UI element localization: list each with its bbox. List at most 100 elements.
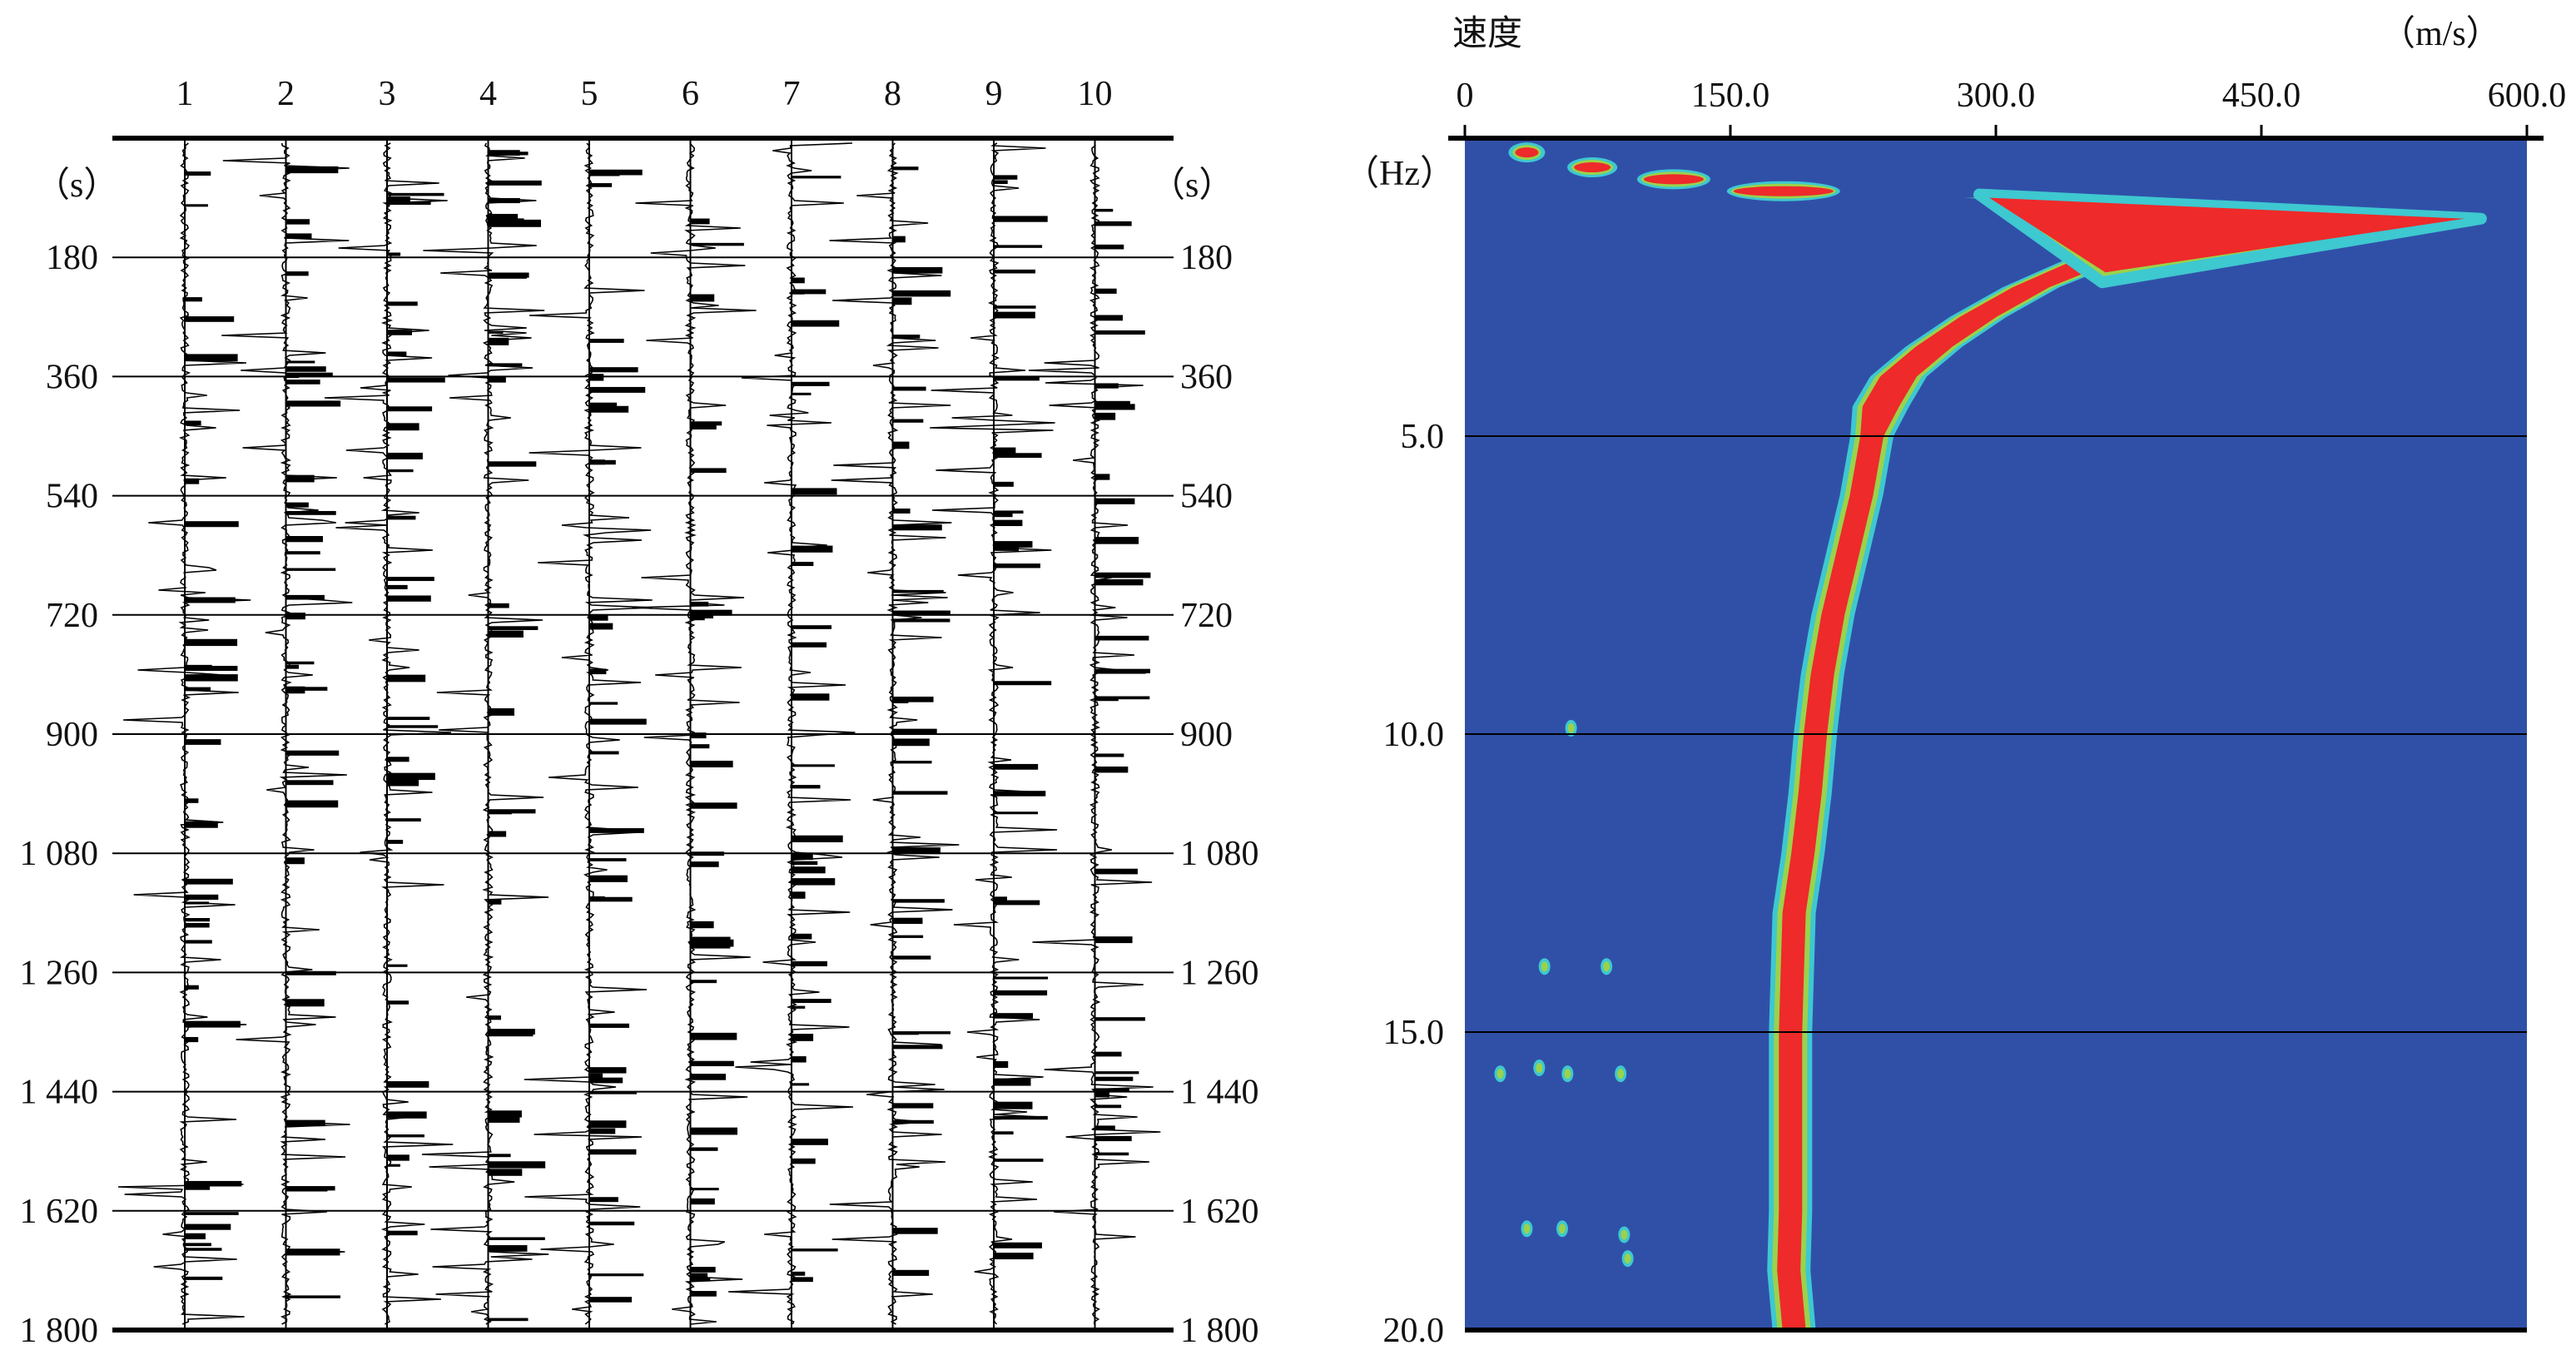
trace-peak (792, 835, 843, 842)
trace-peak (285, 568, 336, 571)
trace-peak (387, 595, 431, 602)
trace-peak (1094, 474, 1110, 480)
trace-peak (285, 166, 339, 174)
trace-peak (690, 1147, 718, 1151)
trace-peak (994, 900, 1040, 906)
velocity-tick-label: 150.0 (1691, 77, 1770, 115)
trace-peak (387, 1081, 429, 1088)
trace-peak (589, 1197, 618, 1203)
trace-peak (1094, 1135, 1132, 1142)
trace-peak (387, 1230, 418, 1236)
trace-peak (589, 374, 604, 381)
trace-peak (994, 510, 1024, 514)
trace-peak (1094, 383, 1119, 389)
trace-peak (488, 180, 542, 186)
trace-peak (994, 519, 1023, 527)
noise-blob (1617, 1069, 1625, 1080)
trace-peak (1094, 753, 1124, 757)
trace-peak (185, 1036, 199, 1043)
trace-peak (792, 1056, 807, 1063)
trace-peak (285, 686, 305, 694)
trace-peak (387, 717, 430, 721)
trace-peak (1094, 635, 1149, 641)
trace-peak (994, 1131, 1014, 1135)
noise-blob (1536, 1062, 1543, 1073)
noise-blob (1621, 1229, 1628, 1240)
trace-peak (488, 272, 527, 279)
time-tick-label-left: 1 620 (20, 1193, 99, 1231)
time-tick-label-left: 540 (46, 478, 98, 516)
energy-blob (1733, 186, 1834, 196)
time-tick-label-right: 1 440 (1180, 1074, 1259, 1112)
trace-peak (387, 840, 404, 844)
trace-peak (589, 718, 647, 725)
trace-peak (892, 236, 906, 243)
trace-peak (589, 751, 619, 755)
trace-peak (1094, 404, 1135, 410)
trace-peak (690, 1291, 717, 1297)
trace-peak (488, 831, 507, 837)
trace-peak (387, 252, 401, 256)
trace-peak (589, 613, 608, 621)
trace-number-axis: 1 2 3 4 5 6 7 8 9 10 (176, 75, 1113, 113)
trace-peak (285, 594, 325, 600)
trace-peak (488, 1161, 546, 1169)
trace-peak (690, 1060, 734, 1067)
trace-peak (892, 1119, 934, 1124)
trace-peak (1094, 1076, 1134, 1081)
trace-peak (690, 943, 731, 949)
trace-peak (589, 1273, 644, 1277)
trace-number-label: 5 (581, 75, 598, 113)
trace-peak (185, 666, 238, 672)
trace-peak (690, 242, 744, 246)
trace-peak (792, 381, 830, 386)
trace-peak (892, 266, 943, 274)
trace-peak (285, 800, 339, 808)
trace-peak (185, 316, 235, 322)
trace-peak (994, 541, 1033, 548)
trace-peak (488, 213, 519, 219)
trace-peak (994, 1060, 1009, 1069)
frequency-axis: 5.0 10.0 15.0 20.0 (1383, 418, 1445, 1350)
trace-peak (994, 269, 1035, 274)
trace-peak (488, 1169, 523, 1176)
trace-peak (690, 1267, 716, 1273)
trace-peak (690, 421, 722, 426)
trace-peak (488, 707, 514, 716)
seismic-trace (829, 142, 960, 1325)
trace-peak (285, 999, 325, 1007)
trace-peak (488, 376, 506, 383)
time-axis-right: 180 360 540 720 900 1 080 1 260 1 440 1 620 1 800 (1180, 239, 1259, 1350)
trace-peak (387, 515, 416, 520)
trace-peak (994, 1242, 1042, 1248)
trace-peak (690, 744, 710, 749)
trace-peak (589, 623, 613, 630)
seismic-traces (117, 138, 1161, 1330)
trace-peak (285, 1250, 340, 1255)
trace-peak (589, 858, 627, 861)
velocity-tick-label: 600.0 (2488, 77, 2567, 115)
trace-peak (285, 474, 315, 483)
trace-peak (690, 1273, 708, 1279)
trace-peak (690, 921, 714, 929)
trace-peak (690, 732, 707, 739)
trace-peak (589, 183, 613, 187)
trace-peak (285, 400, 341, 407)
time-tick-label-left: 1 800 (20, 1312, 99, 1350)
trace-peak (488, 198, 520, 204)
trace-peak (792, 693, 830, 701)
trace-peak (185, 674, 238, 682)
trace-peak (792, 320, 840, 327)
velocity-subtitle: 速度 (1452, 15, 1522, 53)
trace-peak (387, 377, 445, 383)
noise-blob (1523, 1223, 1531, 1234)
trace-number-label: 6 (682, 75, 699, 113)
trace-peak (285, 1295, 340, 1298)
trace-peak (589, 169, 643, 176)
trace-peak (1094, 1017, 1145, 1021)
velocity-tick-label: 450.0 (2222, 77, 2301, 115)
trace-peak (185, 739, 221, 745)
trace-peak (1094, 572, 1151, 578)
trace-peak (387, 584, 408, 589)
trace-peak (994, 812, 1039, 815)
